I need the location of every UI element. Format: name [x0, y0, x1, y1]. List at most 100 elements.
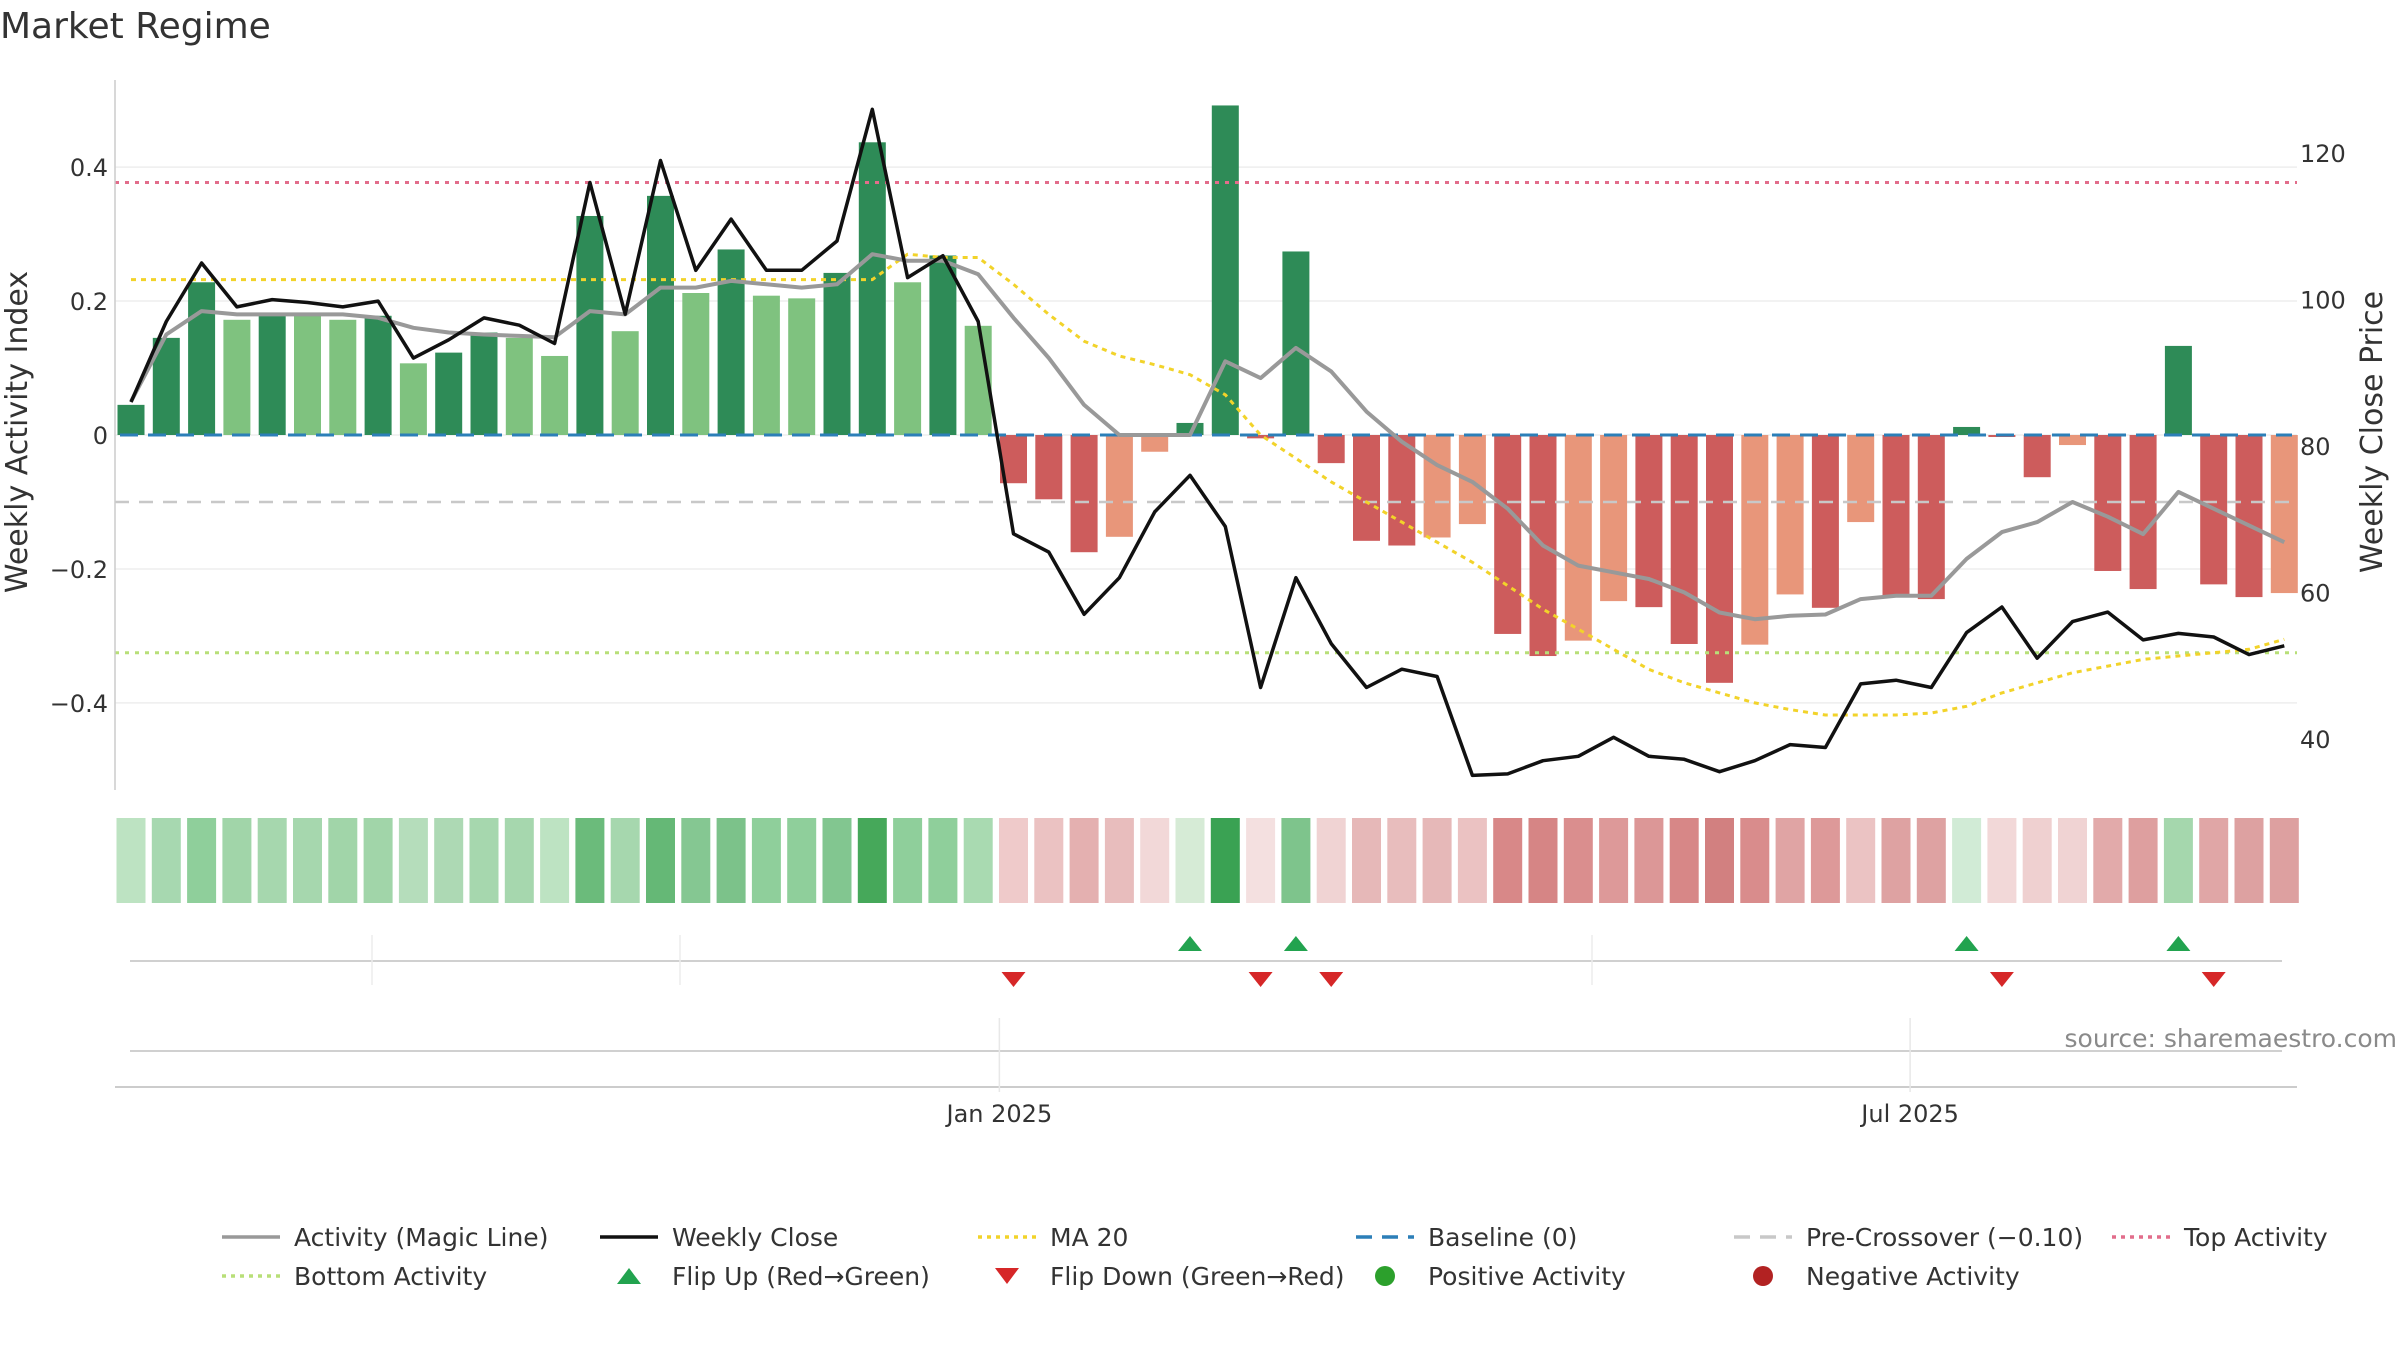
activity-bar	[470, 332, 498, 435]
flip-down-marker	[1989, 972, 2014, 987]
regime-cell	[1034, 818, 1064, 903]
regime-cell	[1316, 818, 1346, 903]
regime-cell	[1705, 818, 1734, 903]
legend-label: Top Activity	[2183, 1223, 2328, 1252]
regime-cell	[151, 818, 181, 903]
regime-cell	[1528, 818, 1558, 903]
source-note: source: sharemaestro.com	[2065, 1024, 2398, 1053]
series-lines	[129, 107, 2286, 778]
activity-bar	[2023, 435, 2051, 478]
regime-cell	[1069, 818, 1099, 903]
flip-markers-panel	[130, 935, 2282, 1052]
regime-cell	[363, 818, 393, 903]
left-tick-label: 0.4	[70, 154, 108, 182]
regime-cell	[681, 818, 711, 903]
regime-cell	[1634, 818, 1664, 903]
regime-cell	[1669, 818, 1699, 903]
flip-up-marker	[1178, 936, 1202, 951]
activity-bar	[682, 293, 710, 435]
regime-cell	[2269, 818, 2299, 903]
regime-cell	[1775, 818, 1805, 903]
regime-cell	[1846, 818, 1876, 903]
activity-bar	[647, 195, 674, 435]
activity-bar	[1776, 435, 1804, 595]
regime-cell	[257, 818, 287, 903]
regime-cell	[2163, 818, 2193, 903]
regime-cell	[434, 818, 464, 903]
left-tick-label: −0.4	[50, 690, 108, 718]
regime-cell	[116, 818, 146, 903]
legend-label: Baseline (0)	[1428, 1223, 1577, 1252]
activity-bars	[117, 105, 2298, 683]
legend-label: Activity (Magic Line)	[294, 1223, 548, 1252]
activity-bar	[576, 215, 604, 435]
reference-lines	[115, 180, 2297, 655]
regime-cell	[469, 818, 499, 903]
activity-bar	[1882, 435, 1910, 596]
legend: Activity (Magic Line) Weekly Close MA 20 Ba…	[222, 1223, 2328, 1291]
activity-bar	[2059, 435, 2086, 446]
activity-bar	[1847, 435, 1875, 523]
regime-cell	[1810, 818, 1840, 903]
left-tick-label: 0.2	[70, 288, 108, 316]
regime-cell	[999, 818, 1028, 903]
regime-cell	[928, 818, 958, 903]
right-tick-label: 40	[2300, 726, 2331, 754]
legend-label: Negative Activity	[1806, 1262, 2020, 1291]
activity-bar	[1070, 435, 1098, 553]
activity-bar	[717, 249, 745, 435]
flip-down-marker	[1248, 972, 1273, 987]
legend-dot-icon	[1375, 1266, 1395, 1286]
legend-label: Flip Up (Red→Green)	[672, 1262, 930, 1291]
ma20-line	[131, 252, 2285, 717]
regime-cell	[293, 818, 322, 903]
right-tick-label: 100	[2300, 287, 2346, 315]
regime-cell	[2128, 818, 2158, 903]
activity-bar	[2129, 435, 2157, 590]
regime-cell	[1457, 818, 1487, 903]
activity-bar	[894, 282, 922, 435]
legend-label: Weekly Close	[672, 1223, 838, 1252]
activity-bar	[364, 315, 392, 435]
regime-cell	[1493, 818, 1523, 903]
activity-bar	[188, 282, 216, 435]
activity-bar	[258, 315, 286, 435]
activity-bar	[2270, 435, 2298, 594]
regime-cell	[751, 818, 781, 903]
regime-cell	[1387, 818, 1417, 903]
regime-cell	[2234, 818, 2264, 903]
activity-bar	[1423, 435, 1451, 538]
activity-bar	[399, 363, 427, 435]
activity-bar	[1953, 426, 1981, 435]
legend-label: Pre-Crossover (−0.10)	[1806, 1223, 2083, 1252]
regime-cell	[610, 818, 640, 903]
regime-cell	[540, 818, 570, 903]
legend-label: Flip Down (Green→Red)	[1050, 1262, 1345, 1291]
flip-up-marker	[1283, 936, 1308, 951]
activity-bar	[788, 298, 816, 435]
regime-cell	[328, 818, 358, 903]
regime-strip	[116, 818, 2299, 903]
right-tick-label: 120	[2300, 140, 2346, 168]
legend-label: Positive Activity	[1428, 1262, 1626, 1291]
chart-title: Market Regime	[0, 6, 271, 47]
regime-cell	[787, 818, 817, 903]
regime-cell	[822, 818, 852, 903]
flip-up-marker	[1954, 936, 1979, 951]
legend-flip-up-icon	[617, 1268, 641, 1284]
flip-down-marker	[1319, 972, 1344, 987]
regime-cell	[187, 818, 217, 903]
regime-cell	[2199, 818, 2229, 903]
activity-bar	[611, 331, 639, 435]
legend-flip-down-icon	[995, 1268, 1019, 1284]
right-axis-label: Weekly Close Price	[2355, 291, 2390, 573]
activity-bar	[1176, 422, 1204, 435]
axes: 0.4 0.2 0 −0.2 −0.4 120 100 80 60 40	[50, 80, 2346, 790]
regime-cell	[963, 818, 993, 903]
regime-cell	[222, 818, 252, 903]
activity-bar	[1141, 435, 1169, 452]
regime-cell	[2058, 818, 2087, 903]
activity-bar	[858, 142, 886, 435]
regime-cell	[575, 818, 605, 903]
